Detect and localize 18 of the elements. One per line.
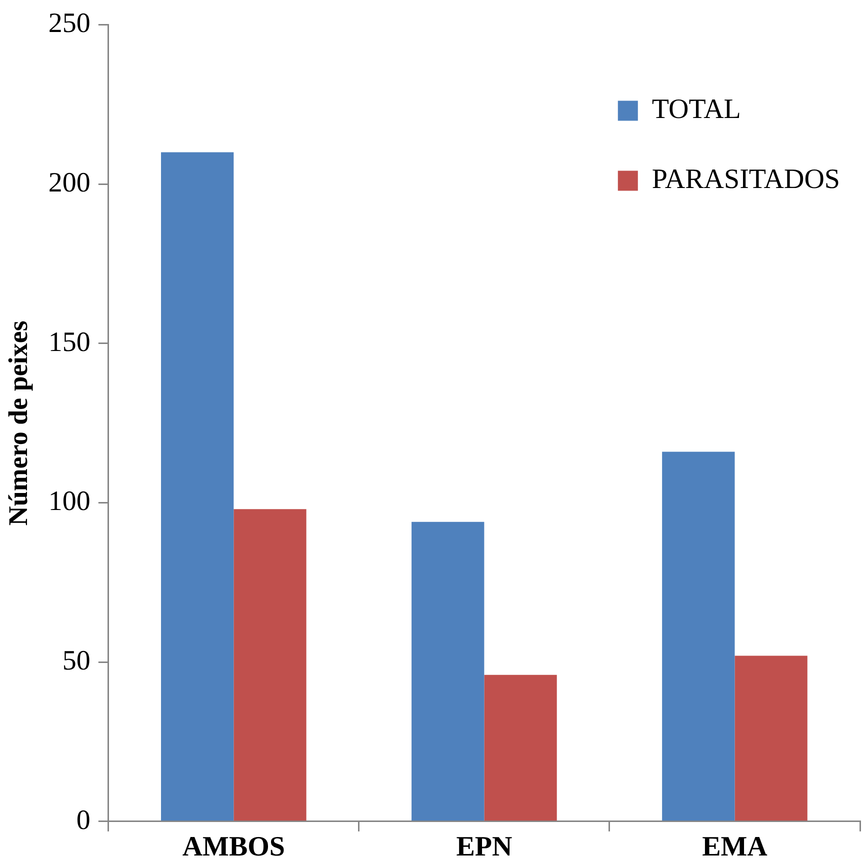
bar xyxy=(161,152,234,821)
y-tick-label: 200 xyxy=(48,167,90,198)
y-tick-label: 0 xyxy=(76,804,90,836)
bar xyxy=(662,452,735,821)
y-tick-label: 250 xyxy=(48,8,90,40)
y-tick-label: 100 xyxy=(48,486,90,518)
x-tick-label: AMBOS xyxy=(182,831,286,862)
y-axis-title: Número de peixes xyxy=(3,320,34,526)
legend-label: PARASITADOS xyxy=(652,164,840,196)
bar xyxy=(234,509,306,821)
x-tick-label: EPN xyxy=(456,831,512,862)
bar xyxy=(734,656,808,821)
bar xyxy=(484,674,557,821)
legend-label: TOTAL xyxy=(652,94,741,126)
y-tick-label: 150 xyxy=(48,326,90,358)
x-tick-label: EMA xyxy=(702,831,768,862)
y-tick-label: 50 xyxy=(62,645,90,676)
bar xyxy=(412,522,484,821)
